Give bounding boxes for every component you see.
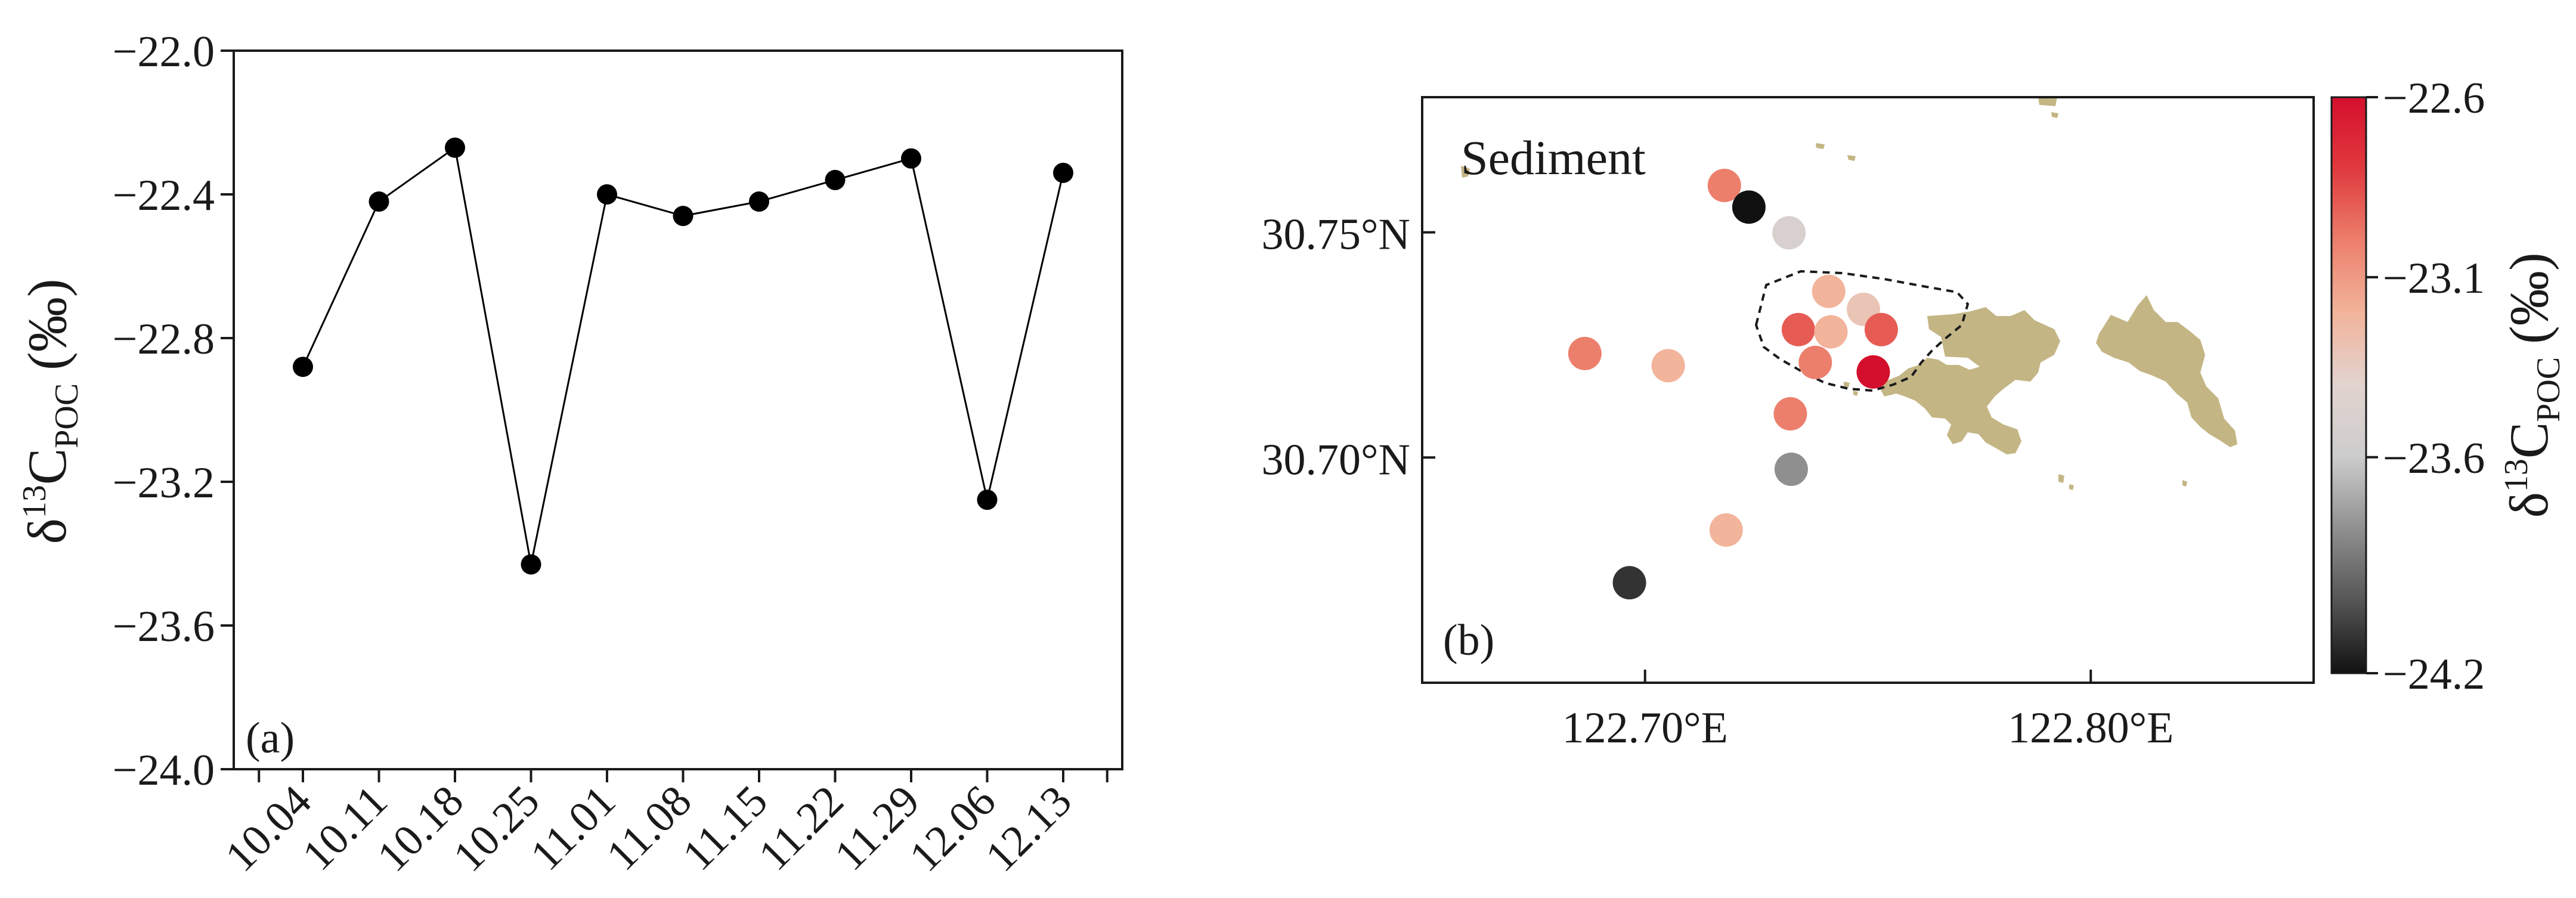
a-data-point bbox=[521, 554, 541, 575]
islet-ne bbox=[2051, 112, 2058, 118]
cb-label-sup: 13 bbox=[2498, 459, 2535, 492]
colorbar bbox=[2330, 96, 2367, 674]
a-x-tick-label: 11.01 bbox=[521, 776, 625, 880]
b-sample-points-layer bbox=[1568, 169, 1898, 600]
a-data-point bbox=[1053, 162, 1073, 183]
a-plot-frame bbox=[233, 49, 1123, 770]
b-sample-point bbox=[1732, 190, 1766, 224]
islet-far-east bbox=[2182, 480, 2187, 487]
panel-b: 122.70°E 122.80°E30.70°N30.75°N Sediment … bbox=[1261, 74, 2567, 753]
b-sample-point bbox=[1856, 355, 1890, 389]
a-data-point bbox=[673, 206, 693, 227]
a-y-tick-label: −23.6 bbox=[113, 602, 215, 651]
b-map-frame bbox=[1421, 96, 2315, 684]
a-y-tick-label: −22.0 bbox=[113, 27, 215, 76]
b-x-tick-label: 122.80°E bbox=[2008, 704, 2174, 753]
cb-label-sub: POC bbox=[2530, 357, 2567, 422]
a-ylabel-delta: δ bbox=[17, 518, 78, 544]
islet-west-2 bbox=[1853, 391, 1858, 396]
islet-south-2 bbox=[2069, 484, 2074, 490]
colorbar-ticks: −24.2 −23.6 −23.1 −22.6 bbox=[2366, 74, 2485, 699]
colorbar-tick-label: −24.2 bbox=[2383, 650, 2485, 699]
a-x-tick-label: 10.25 bbox=[444, 776, 549, 881]
a-x-tick-label: 10.04 bbox=[216, 776, 321, 881]
b-sample-point bbox=[1814, 315, 1848, 349]
colorbar-tick-label: −23.1 bbox=[2383, 254, 2485, 303]
a-panel-tag: (a) bbox=[246, 714, 295, 763]
b-y-tick-label: 30.70°N bbox=[1261, 435, 1410, 484]
islet-north-2 bbox=[1847, 155, 1856, 161]
b-title: Sediment bbox=[1461, 131, 1646, 185]
a-ylabel-base: C bbox=[17, 448, 78, 485]
a-x-tick-label: 11.22 bbox=[750, 776, 853, 880]
cb-label-unit: (‰) bbox=[2498, 253, 2559, 344]
cb-label-delta: δ bbox=[2498, 492, 2559, 518]
islet-nw bbox=[1461, 166, 1470, 178]
a-x-tick-label: 12.13 bbox=[976, 776, 1081, 881]
b-sample-point bbox=[1612, 566, 1646, 600]
colorbar-label: δ13CPOC (‰) bbox=[2498, 253, 2567, 518]
a-x-tick-label: 10.18 bbox=[368, 776, 473, 881]
islet-top bbox=[2038, 97, 2057, 106]
islet-south-1 bbox=[2058, 474, 2064, 483]
island-east bbox=[2096, 295, 2237, 447]
b-sample-point bbox=[1651, 349, 1685, 383]
a-x-axis-ticks: 10.0410.1110.1810.2511.0111.0811.1511.22… bbox=[216, 769, 1109, 881]
a-data-point bbox=[825, 169, 846, 190]
b-sample-point bbox=[1709, 513, 1743, 547]
a-data-point bbox=[901, 148, 921, 169]
a-data-point bbox=[749, 191, 769, 212]
a-x-tick-label: 11.08 bbox=[597, 776, 701, 880]
b-sample-point bbox=[1773, 397, 1807, 431]
a-y-tick-label: −24.0 bbox=[113, 746, 215, 795]
a-x-tick-label: 10.11 bbox=[293, 776, 397, 880]
a-data-point bbox=[293, 357, 313, 377]
a-data-point bbox=[445, 137, 465, 158]
island-main bbox=[1880, 307, 2060, 454]
a-data-point bbox=[369, 191, 389, 212]
colorbar-tick-label: −22.6 bbox=[2383, 74, 2485, 123]
cb-label-base: C bbox=[2498, 422, 2559, 459]
b-x-tick-label: 122.70°E bbox=[1562, 704, 1728, 753]
b-sample-point bbox=[1774, 452, 1808, 486]
b-axis-ticks: 122.70°E 122.80°E 30.70°N 30.75°N bbox=[1261, 210, 2174, 753]
b-sample-point bbox=[1781, 312, 1815, 346]
a-y-tick-label: −23.2 bbox=[113, 459, 215, 507]
a-x-tick-label: 11.15 bbox=[673, 776, 777, 880]
a-y-tick-label: −22.4 bbox=[113, 171, 215, 220]
a-x-tick-label: 11.29 bbox=[825, 776, 929, 880]
a-ylabel-unit: (‰) bbox=[17, 279, 78, 370]
a-y-axis-ticks: −24.0 −23.6 −23.2 −22.8 −22.4 −22.0 bbox=[113, 27, 234, 795]
b-sample-point bbox=[1568, 336, 1602, 370]
b-sample-point bbox=[1812, 274, 1846, 308]
islet-north-1 bbox=[1816, 143, 1825, 149]
b-sample-point bbox=[1772, 216, 1806, 250]
a-ylabel-sup: 13 bbox=[16, 485, 53, 518]
b-sample-point bbox=[1798, 345, 1832, 379]
islet-west-1 bbox=[1844, 382, 1850, 388]
a-data-point bbox=[597, 184, 617, 205]
panel-a: −24.0−23.6−23.2−22.8−22.4−22.0 10.0410.1… bbox=[16, 27, 1123, 881]
colorbar-tick-label: −23.6 bbox=[2383, 434, 2485, 483]
map-land bbox=[1461, 97, 2237, 490]
b-sample-point bbox=[1707, 169, 1741, 203]
a-y-tick-label: −22.8 bbox=[113, 315, 215, 364]
a-data-point bbox=[977, 490, 998, 510]
a-y-axis-label: δ13CPOC (‰) bbox=[16, 279, 85, 544]
b-panel-tag: (b) bbox=[1443, 616, 1494, 665]
a-x-tick-label: 12.06 bbox=[900, 776, 1005, 881]
a-series-points-layer bbox=[293, 137, 1073, 575]
b-y-tick-label: 30.75°N bbox=[1261, 210, 1410, 259]
a-ylabel-sub: POC bbox=[48, 383, 85, 448]
b-sample-point bbox=[1864, 312, 1898, 346]
